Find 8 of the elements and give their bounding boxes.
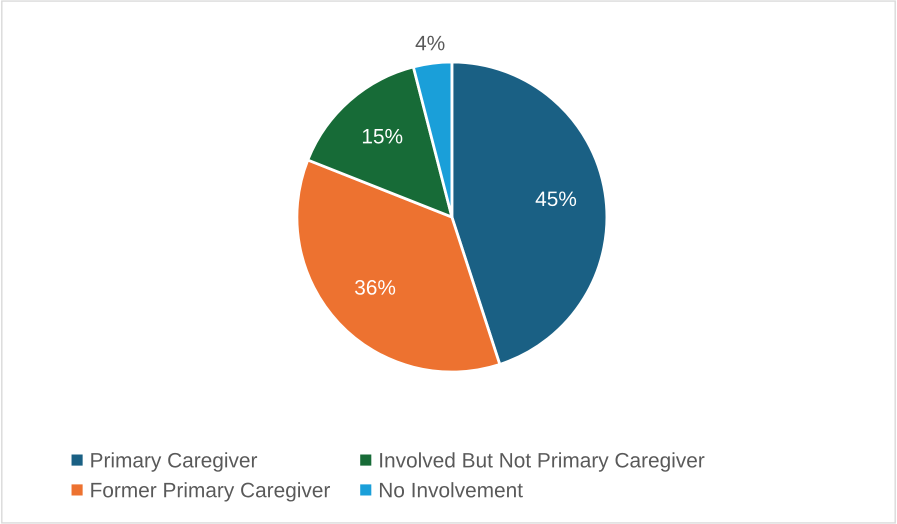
legend-label: Involved But Not Primary Caregiver <box>380 452 704 472</box>
data-label: 45% <box>536 191 576 206</box>
data-label: 15% <box>362 128 402 144</box>
legend-label: No Involvement <box>380 482 523 498</box>
data-label: 36% <box>355 280 396 295</box>
legend-label: Primary Caregiver <box>91 452 258 472</box>
legend-label: Former Primary Caregiver <box>91 482 330 502</box>
data-label: 4% <box>416 36 444 50</box>
